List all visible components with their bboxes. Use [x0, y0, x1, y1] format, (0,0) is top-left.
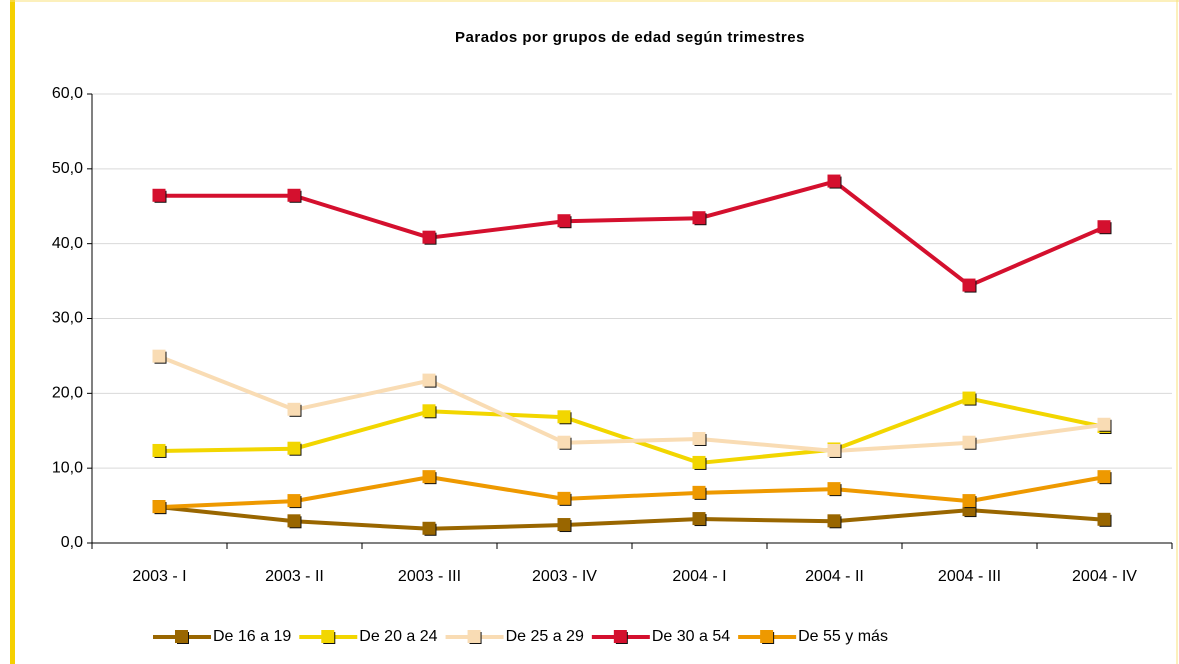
marker — [1097, 512, 1111, 526]
marker — [827, 443, 841, 457]
marker — [692, 512, 706, 526]
y-tick-label: 60,0 — [52, 85, 83, 102]
marker — [467, 630, 481, 643]
x-tick-label: 2003 - II — [265, 568, 324, 585]
legend-label: De 16 a 19 — [213, 628, 291, 645]
chart-title: Parados por grupos de edad según trimest… — [455, 29, 805, 46]
marker — [557, 214, 571, 228]
marker — [287, 494, 301, 508]
legend-label: De 55 y más — [798, 628, 888, 645]
series-line — [158, 354, 1105, 453]
marker — [152, 188, 166, 202]
marker — [962, 494, 976, 508]
marker — [962, 435, 976, 449]
marker — [827, 514, 841, 528]
x-tick-label: 2004 - III — [938, 568, 1001, 585]
legend-label: De 30 a 54 — [652, 628, 730, 645]
marker — [827, 174, 841, 188]
x-tick-label: 2004 - I — [672, 568, 726, 585]
marker — [422, 230, 436, 244]
marker — [1097, 220, 1111, 234]
marker — [827, 482, 841, 496]
x-tick-label: 2004 - IV — [1072, 568, 1137, 585]
marker — [692, 211, 706, 225]
y-tick-label: 30,0 — [52, 310, 83, 327]
y-tick-label: 50,0 — [52, 160, 83, 177]
marker — [287, 188, 301, 202]
marker — [287, 402, 301, 416]
marker — [422, 521, 436, 535]
x-tick-label: 2004 - II — [805, 568, 864, 585]
marker — [557, 491, 571, 505]
x-tick-label: 2003 - III — [398, 568, 461, 585]
x-tick-label: 2003 - I — [132, 568, 186, 585]
left-border — [10, 0, 15, 664]
marker — [962, 278, 976, 292]
marker — [557, 435, 571, 449]
marker — [152, 349, 166, 363]
x-tick-label: 2003 - IV — [532, 568, 597, 585]
y-tick-label: 0,0 — [61, 534, 83, 551]
marker — [321, 630, 335, 643]
y-tick-label: 20,0 — [52, 385, 83, 402]
marker — [692, 455, 706, 469]
marker — [760, 630, 774, 643]
marker — [422, 373, 436, 387]
marker — [1097, 470, 1111, 484]
marker — [152, 500, 166, 514]
marker — [287, 514, 301, 528]
marker — [152, 443, 166, 457]
y-tick-label: 10,0 — [52, 459, 83, 476]
y-tick-label: 40,0 — [52, 235, 83, 252]
marker — [613, 630, 627, 643]
legend-label: De 20 a 24 — [359, 628, 437, 645]
series-line — [159, 179, 1106, 288]
marker — [557, 410, 571, 424]
marker — [962, 391, 976, 405]
marker — [175, 630, 188, 643]
marker — [692, 431, 706, 445]
series-line — [159, 505, 1105, 531]
marker — [557, 518, 571, 532]
marker — [1097, 417, 1111, 431]
marker — [692, 485, 706, 499]
marker — [287, 441, 301, 455]
marker — [422, 470, 436, 484]
marker — [422, 404, 436, 418]
series-line — [159, 475, 1105, 510]
legend-label: De 25 a 29 — [506, 628, 584, 645]
